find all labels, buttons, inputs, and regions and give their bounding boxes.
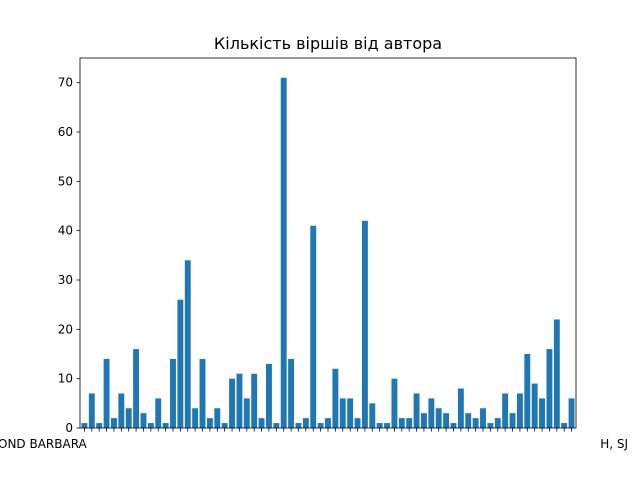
bar bbox=[509, 413, 516, 428]
bar bbox=[243, 398, 250, 428]
bar bbox=[317, 423, 324, 428]
bar bbox=[428, 398, 435, 428]
bar bbox=[384, 423, 390, 428]
bar bbox=[332, 368, 339, 428]
bar bbox=[524, 354, 531, 428]
bar bbox=[494, 418, 501, 428]
y-tick-label: 10 bbox=[58, 372, 73, 386]
bar bbox=[192, 408, 199, 428]
bar bbox=[354, 418, 361, 428]
y-tick-label: 0 bbox=[65, 421, 73, 435]
chart-title: Кількість віршів від автора bbox=[214, 34, 442, 53]
bar bbox=[472, 418, 479, 428]
bar bbox=[546, 349, 553, 428]
bar bbox=[502, 393, 509, 428]
x-tick-label-last: H, SJ bbox=[600, 437, 628, 451]
y-tick-label: 50 bbox=[58, 174, 73, 188]
bar bbox=[516, 393, 523, 428]
bar bbox=[133, 349, 140, 428]
bar bbox=[398, 418, 405, 428]
bar bbox=[295, 423, 302, 428]
x-tick-label-first: OND BARBARA bbox=[0, 437, 88, 451]
bar bbox=[162, 423, 169, 428]
bar bbox=[465, 413, 472, 428]
bar bbox=[140, 413, 147, 428]
bar bbox=[221, 423, 228, 428]
bar bbox=[413, 393, 420, 428]
bar bbox=[177, 299, 184, 428]
y-tick-label: 40 bbox=[58, 224, 73, 238]
bar bbox=[339, 398, 346, 428]
bar bbox=[531, 383, 538, 428]
bar bbox=[406, 418, 413, 428]
bar bbox=[266, 363, 272, 428]
bar bbox=[229, 378, 235, 428]
bar bbox=[361, 220, 368, 428]
x-axis: OND BARBARA H, SJ bbox=[0, 428, 628, 451]
bar bbox=[480, 408, 486, 428]
bar bbox=[81, 423, 88, 428]
bar bbox=[236, 373, 243, 428]
bar bbox=[88, 393, 95, 428]
bar bbox=[421, 413, 427, 428]
bar bbox=[568, 398, 575, 428]
bar bbox=[325, 418, 331, 428]
bar bbox=[376, 423, 383, 428]
bar bbox=[206, 418, 213, 428]
bar bbox=[369, 403, 376, 428]
y-tick-label: 60 bbox=[58, 125, 73, 139]
bar bbox=[280, 77, 287, 428]
bar bbox=[450, 423, 457, 428]
bar bbox=[214, 408, 221, 428]
bar bbox=[125, 408, 132, 428]
bar bbox=[251, 373, 258, 428]
bar bbox=[288, 358, 295, 428]
bar bbox=[118, 393, 125, 428]
bar bbox=[103, 358, 110, 428]
bar bbox=[147, 423, 154, 428]
bar bbox=[310, 225, 317, 428]
bar bbox=[96, 423, 103, 428]
y-tick-label: 30 bbox=[58, 273, 73, 287]
bar bbox=[435, 408, 442, 428]
bar bbox=[170, 358, 176, 428]
y-tick-label: 20 bbox=[58, 322, 73, 336]
bar bbox=[487, 423, 494, 428]
bar bbox=[391, 378, 398, 428]
bar bbox=[443, 413, 450, 428]
bar bbox=[457, 388, 464, 428]
bar bbox=[553, 319, 560, 428]
bar bbox=[111, 418, 117, 428]
plot-frame bbox=[79, 57, 577, 429]
bar bbox=[539, 398, 545, 428]
bar bbox=[184, 260, 191, 428]
bar bbox=[561, 423, 568, 428]
bar bbox=[347, 398, 354, 428]
bar bbox=[302, 418, 309, 428]
bar bbox=[258, 418, 265, 428]
bar bbox=[273, 423, 280, 428]
bar bbox=[199, 358, 206, 428]
bars bbox=[81, 77, 575, 428]
y-axis: 0 10 20 30 40 50 60 70 bbox=[58, 76, 80, 435]
y-tick-label: 70 bbox=[58, 76, 73, 90]
bar bbox=[155, 398, 162, 428]
